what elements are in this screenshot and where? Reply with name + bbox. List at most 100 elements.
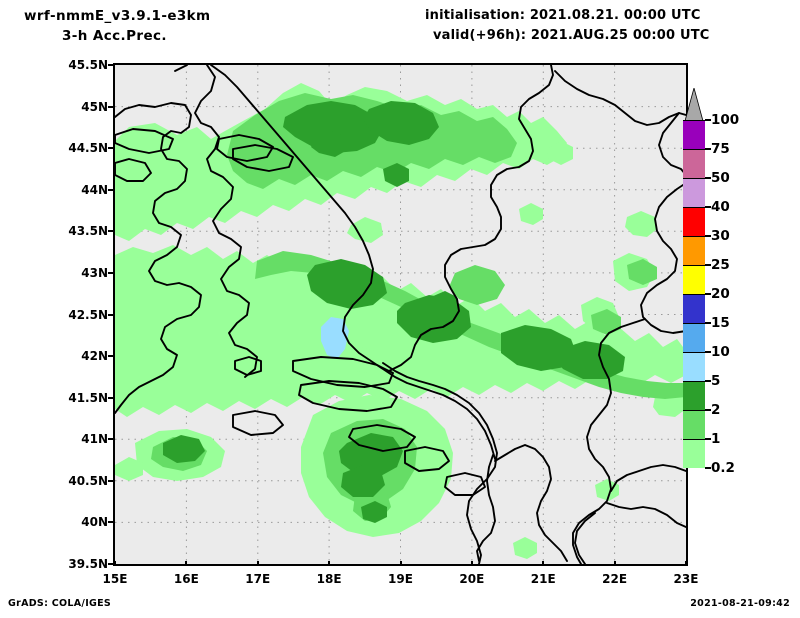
colorbar-level-label: 20: [711, 286, 730, 302]
colorbar-tick-mark: [705, 206, 711, 208]
colorbar-level-label: 0.2: [711, 460, 735, 476]
latitude-tick-mark: [108, 230, 113, 233]
colorbar-tick-mark: [705, 235, 711, 237]
latitude-tick-mark: [108, 521, 113, 524]
precipitation-colorbar: 100 75 50 40 30 25 20 15 10 5 2 1 0.2: [683, 88, 793, 528]
colorbar-swatch: [683, 149, 705, 178]
colorbar-swatch: [683, 178, 705, 207]
colorbar-swatch: [683, 410, 705, 439]
latitude-tick-label: 41.5N: [68, 390, 108, 405]
longitude-tick-label: 23E: [673, 572, 699, 586]
page-title: wrf-nmmE_v3.9.1-e3km: [24, 8, 211, 24]
latitude-tick-label: 43.5N: [68, 224, 108, 239]
colorbar-swatch: [683, 236, 705, 265]
longitude-tick-mark: [114, 561, 116, 566]
latitude-tick-label: 42N: [81, 349, 108, 364]
colorbar-tick-mark: [705, 293, 711, 295]
triangle-up-icon: [684, 88, 704, 121]
latitude-tick-mark: [108, 271, 113, 274]
colorbar-level-label: 30: [711, 228, 730, 244]
longitude-tick-label: 19E: [388, 572, 413, 586]
latitude-tick-label: 39.5N: [68, 557, 108, 571]
latitude-tick-label: 40N: [81, 515, 108, 530]
colorbar-level-label: 40: [711, 199, 730, 215]
latitude-tick-label: 44.5N: [68, 141, 108, 156]
footer-timestamp: 2021-08-21-09:42: [690, 598, 790, 609]
latitude-tick-mark: [108, 188, 113, 191]
colorbar-level-label: 15: [711, 315, 730, 331]
colorbar-tick-mark: [705, 409, 711, 411]
longitude-tick-mark: [399, 561, 402, 566]
latitude-axis: 39.5N 40N 40.5N 41N 41.5N 42N 42.5N 43N 43.5N 44N…: [0, 58, 113, 571]
latitude-tick-mark: [108, 313, 113, 316]
colorbar-tick-mark: [705, 264, 711, 266]
precip-band-2-5: [163, 101, 625, 523]
header-right-block: initialisation: 2021.08.21. 00:00 UTC va…: [400, 6, 800, 46]
colorbar-level-label: 1: [711, 431, 721, 447]
longitude-tick-label: 15E: [102, 572, 128, 586]
colorbar-level-label: 75: [711, 141, 730, 157]
colorbar-tick-mark: [705, 148, 711, 150]
colorbar-tick-mark: [705, 438, 711, 440]
longitude-tick-mark: [685, 561, 687, 566]
longitude-tick-label: 22E: [602, 572, 628, 586]
longitude-axis: 15E 16E 17E 18E 19E 20E 21E 22E 23E: [103, 561, 698, 592]
latitude-tick-mark: [108, 147, 113, 150]
longitude-tick-mark: [613, 561, 616, 566]
latitude-tick-label: 44N: [81, 182, 108, 197]
longitude-tick-label: 17E: [245, 572, 271, 586]
colorbar-tick-mark: [705, 322, 711, 324]
latitude-tick-label: 42.5N: [68, 307, 108, 322]
valid-time: valid(+96h): 2021.AUG.25 00:00 UTC: [433, 28, 710, 43]
colorbar-level-label: 100: [711, 112, 740, 128]
colorbar-level-label: 25: [711, 257, 730, 273]
latitude-tick-mark: [108, 396, 113, 399]
colorbar-level-label: 50: [711, 170, 730, 186]
precip-band-5-10: [321, 317, 349, 359]
latitude-tick-label: 40.5N: [68, 473, 108, 488]
latitude-tick-label: 45N: [81, 99, 108, 114]
map-plot-frame: [113, 63, 688, 566]
initialisation-time: initialisation: 2021.08.21. 00:00 UTC: [425, 8, 701, 23]
colorbar-swatch: [683, 439, 705, 468]
precipitation-map-svg: [115, 65, 686, 564]
colorbar-swatch: [683, 294, 705, 323]
latitude-tick-mark: [108, 64, 113, 66]
longitude-tick-mark: [328, 561, 331, 566]
longitude-tick-label: 18E: [316, 572, 342, 586]
colorbar-level-label: 10: [711, 344, 730, 360]
colorbar-tick-mark: [705, 119, 711, 121]
header-left-block: wrf-nmmE_v3.9.1-e3km 3-h Acc.Prec.: [0, 6, 400, 46]
colorbar-swatches: [683, 120, 705, 468]
colorbar-swatch: [683, 265, 705, 294]
latitude-tick-label: 45.5N: [68, 58, 108, 72]
colorbar-tick-mark: [705, 380, 711, 382]
latitude-tick-label: 41N: [81, 432, 108, 447]
colorbar-swatch: [683, 207, 705, 236]
colorbar-swatch: [683, 352, 705, 381]
colorbar-swatch: [683, 120, 705, 149]
colorbar-tick-mark: [705, 351, 711, 353]
colorbar-level-label: 5: [711, 373, 721, 389]
colorbar-tick-mark: [705, 467, 711, 469]
latitude-tick-mark: [108, 105, 113, 108]
colorbar-tick-mark: [705, 177, 711, 179]
longitude-tick-mark: [256, 561, 259, 566]
longitude-tick-mark: [542, 561, 545, 566]
footer-credit: GrADS: COLA/IGES: [8, 598, 112, 609]
longitude-tick-label: 21E: [530, 572, 556, 586]
coastlines-and-borders: [115, 65, 686, 564]
latitude-tick-mark: [108, 355, 113, 358]
longitude-tick-label: 16E: [173, 572, 199, 586]
latitude-tick-mark: [108, 438, 113, 441]
colorbar-swatch: [683, 381, 705, 410]
longitude-tick-mark: [185, 561, 188, 566]
map-canvas: [115, 65, 686, 564]
colorbar-level-label: 2: [711, 402, 721, 418]
longitude-tick-label: 20E: [459, 572, 485, 586]
colorbar-swatch: [683, 323, 705, 352]
latitude-tick-label: 43N: [81, 265, 108, 280]
longitude-tick-mark: [470, 561, 473, 566]
latitude-tick-mark: [108, 563, 113, 565]
latitude-tick-mark: [108, 479, 113, 482]
